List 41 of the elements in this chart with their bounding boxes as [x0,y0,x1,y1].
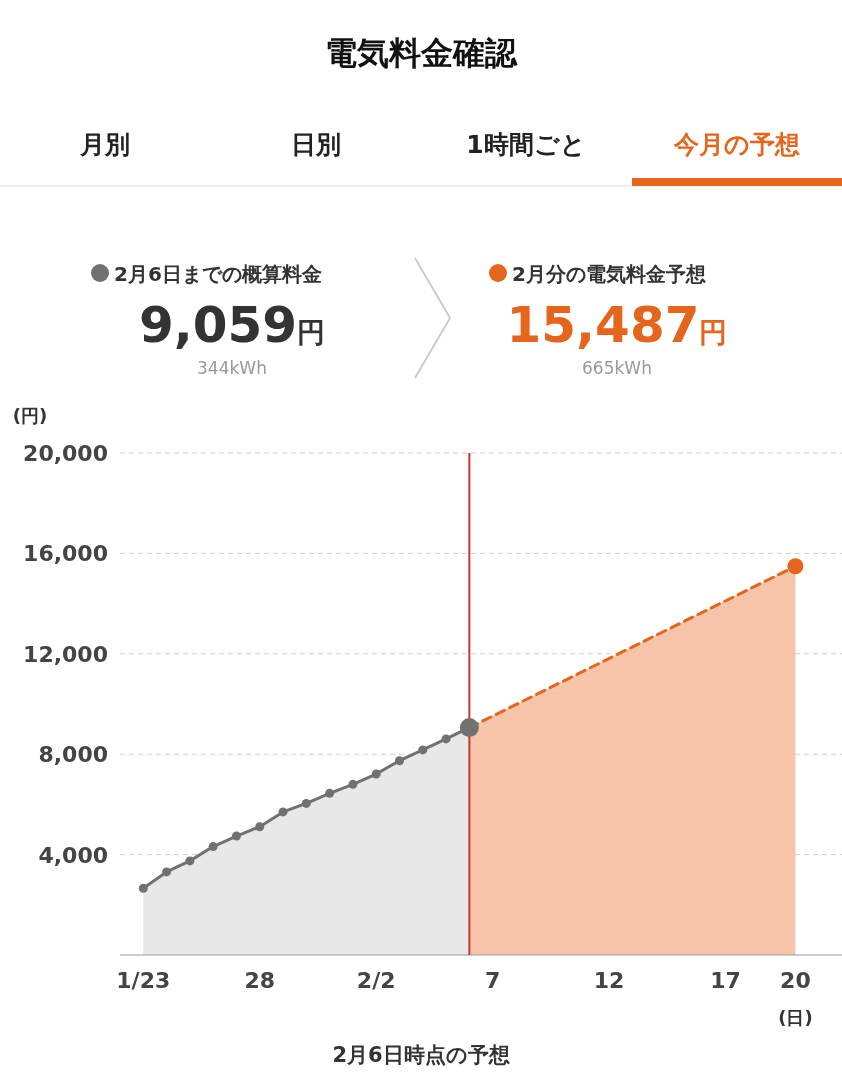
point [441,734,451,744]
point [138,883,148,893]
text: 344kWh [197,358,267,378]
point [162,867,172,877]
point [301,798,311,808]
point [185,856,195,866]
point [278,807,288,817]
legend-item: 2月分の電気料金予想 [489,262,706,286]
text: 2月6日時点の予想 [332,1043,510,1067]
y-axis-title: (円) [12,405,48,426]
point [208,842,218,852]
x-tick-label: 2/2 [356,968,396,993]
point [371,769,381,779]
point [394,756,404,766]
x-tick-label: 28 [244,968,276,993]
x-tick-label: 7 [484,968,501,993]
legend-item: 2月6日までの概算料金 [91,262,322,286]
text: 今月の予想 [673,130,800,159]
y-tick-label: 20,000 [23,441,108,466]
text: 日別 [291,130,341,159]
y-tick-label: 4,000 [38,842,108,868]
point [787,558,804,575]
y-tick-label: 8,000 [38,742,108,768]
point [418,745,428,755]
point [325,788,335,798]
text: 9,059円 [138,296,326,354]
y-tick-label: 16,000 [23,541,108,567]
x-tick-label: 12 [593,968,625,993]
x-tick-label: 17 [710,968,741,993]
point [348,779,358,789]
x-axis-title: (日) [778,1007,813,1028]
y-tick-label: 12,000 [23,641,108,667]
point [255,822,265,832]
point [231,831,241,841]
text: 月別 [79,130,130,159]
text: 15,487円 [506,296,728,354]
text: 665kWh [582,358,652,378]
chart-title: 電気料金確認 [325,34,518,72]
x-tick-label: 20 [780,968,811,993]
text: 1時間ごと [466,130,586,159]
x-tick-label: 1/23 [116,968,171,993]
